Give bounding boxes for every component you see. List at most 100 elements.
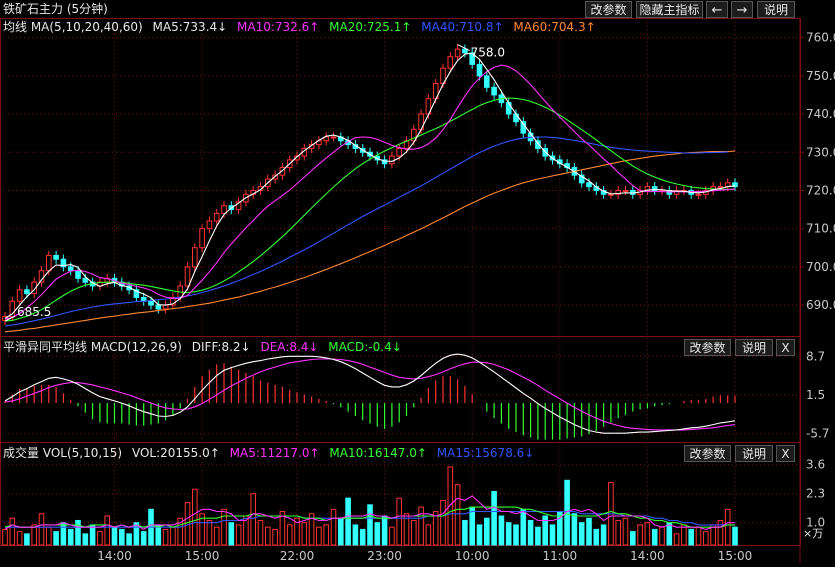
volume-bar (75, 519, 81, 546)
volume-bar (586, 517, 592, 546)
candle-body (257, 186, 264, 191)
volume-bar (155, 524, 162, 546)
volume-bar (513, 524, 519, 546)
volume-bar (651, 528, 658, 546)
price-tick-label: 730.0 (806, 145, 835, 159)
candle-body (484, 75, 490, 88)
candle-body (53, 254, 59, 260)
candle-body (199, 228, 205, 249)
volume-bar (126, 533, 132, 546)
macd-dea: DEA:8.4↓ (260, 340, 319, 354)
candle-body (396, 147, 402, 157)
symbol-title: 铁矿石主力 (5分钟) (3, 2, 108, 16)
diff-line (4, 353, 736, 434)
volume-bar (250, 493, 256, 546)
candle-body (60, 258, 67, 268)
volume-bar (425, 524, 432, 546)
time-tick-label: 15:00 (185, 549, 220, 563)
vol-close-icon[interactable]: X (776, 445, 795, 462)
volume-bar (286, 524, 293, 546)
volume-bar (476, 524, 483, 546)
volume-bar (520, 508, 527, 546)
candle-body (16, 289, 23, 302)
candle-body (381, 159, 388, 165)
volume-bar (527, 519, 534, 546)
volume-bar (535, 526, 541, 546)
price-tick-label: 690.0 (806, 298, 835, 312)
candle-body (75, 270, 81, 279)
volume-bar (330, 508, 337, 546)
volume-bar (257, 519, 264, 546)
vol-value: VOL:20155.0↑ (131, 446, 220, 460)
vol-ma15-line (5, 510, 735, 528)
volume-bar (265, 526, 271, 546)
volume-bar (732, 526, 738, 546)
candle-body (170, 296, 176, 306)
candle-body (615, 189, 622, 195)
candle-body (192, 247, 198, 268)
volume-bar (140, 531, 147, 546)
high-pointer (457, 44, 470, 51)
arrow-right-icon[interactable]: → (731, 1, 753, 18)
time-tick-label: 11:00 (543, 549, 578, 563)
candle-body (673, 189, 680, 195)
candle-body (235, 201, 242, 211)
vol-unit-label: ×万 (803, 527, 824, 540)
volume-bar (447, 466, 454, 546)
candle-body (330, 136, 337, 139)
volume-bar (111, 526, 118, 546)
vol-change-params-button[interactable]: 改参数 (684, 445, 731, 462)
volume-bar (38, 513, 45, 546)
volume-bar (46, 526, 52, 546)
volume-bar (170, 526, 176, 546)
price-panel-frame (0, 18, 801, 337)
macd-close-icon[interactable]: X (776, 339, 795, 356)
volume-bar (206, 519, 213, 546)
volume-bar (644, 522, 651, 546)
change-params-button[interactable]: 改参数 (585, 1, 632, 18)
volume-bar (89, 524, 96, 546)
vol-legend: 成交量 VOL(5,10,15) VOL:20155.0↑ MA5:11217.… (3, 444, 540, 462)
low-label: 685.5 (17, 305, 51, 319)
volume-bar (24, 533, 30, 546)
macd-tick-label: -5.7 (806, 427, 829, 441)
candle-body (9, 300, 16, 318)
volume-bar (571, 513, 578, 546)
volume-bar (82, 533, 89, 546)
help-button[interactable]: 说明 (757, 1, 795, 18)
ma10-line (4, 64, 736, 320)
time-tick-label: 14:00 (97, 549, 132, 563)
volume-bar (294, 517, 300, 546)
ma-legend-label: 均线 MA(5,10,20,40,60) (3, 20, 143, 34)
volume-bar (184, 502, 191, 546)
candle-body (578, 174, 585, 184)
volume-bar (374, 522, 381, 546)
high-label: 758.0 (471, 46, 505, 60)
macd-legend: 平滑异同平均线 MACD(12,26,9) DIFF:8.2↓ DEA:8.4↓… (3, 338, 408, 356)
candle-body (389, 155, 395, 165)
vol-help-button[interactable]: 说明 (735, 445, 773, 462)
vol-ma15: MA15:15678.6↓ (436, 446, 535, 460)
ma20-value: MA20:725.1↑ (329, 20, 412, 34)
candle-body (535, 140, 541, 149)
hide-main-indicator-button[interactable]: 隐藏主指标 (636, 1, 703, 18)
vol-ma5-line (4, 495, 735, 531)
macd-change-params-button[interactable]: 改参数 (684, 339, 731, 356)
time-tick-label: 22:00 (280, 549, 315, 563)
arrow-left-icon[interactable]: ← (706, 1, 728, 18)
volume-bar (104, 515, 111, 546)
candle-body (651, 186, 658, 191)
volume-bar (16, 531, 23, 546)
volume-bar (673, 533, 680, 546)
candle-body (513, 113, 519, 123)
volume-bar (578, 522, 585, 546)
volume-bar (352, 524, 359, 546)
candle-body (133, 289, 140, 298)
vol-tick-label: 2.3 (806, 487, 825, 501)
macd-help-button[interactable]: 说明 (735, 339, 773, 356)
candle-body (184, 266, 191, 287)
volume-bar (213, 526, 220, 546)
candle-body (294, 155, 300, 161)
candle-body (31, 281, 37, 295)
volume-bar (177, 517, 183, 546)
